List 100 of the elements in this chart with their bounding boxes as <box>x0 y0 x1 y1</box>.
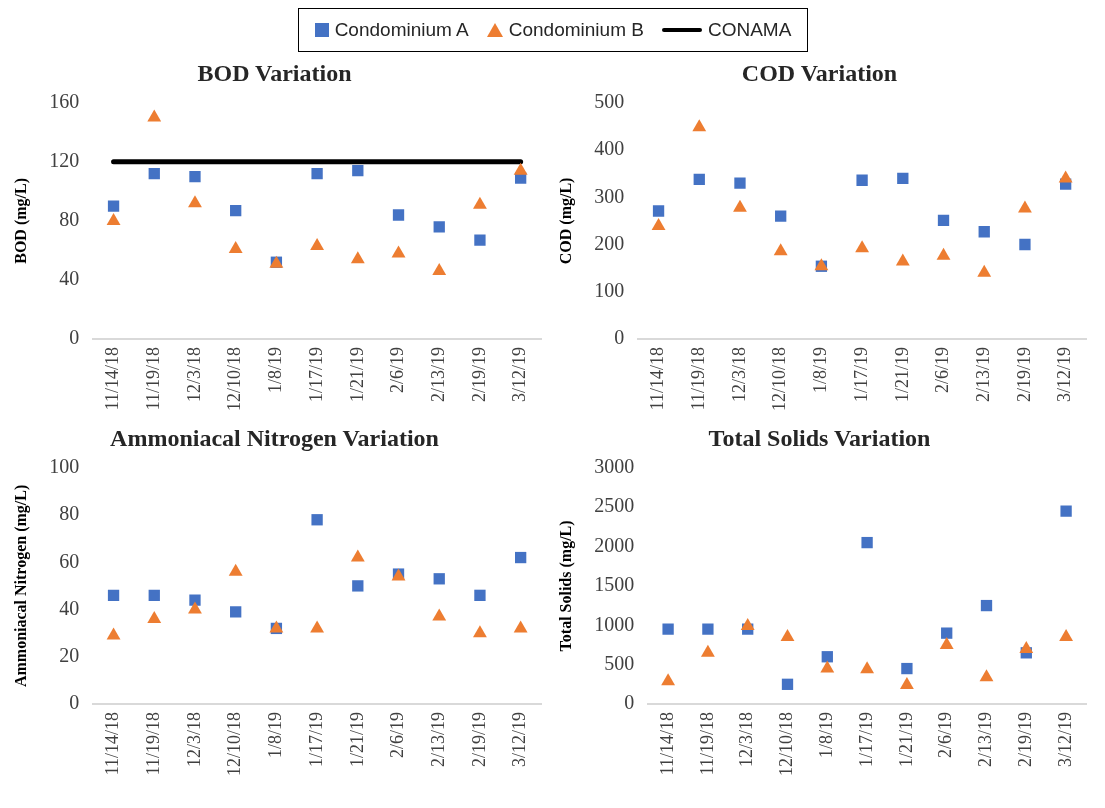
y-tick-label: 0 <box>614 326 625 349</box>
chart-title: Ammoniacal Nitrogen Variation <box>110 424 439 451</box>
point <box>473 625 487 638</box>
y-tick-label: 100 <box>594 279 625 302</box>
point <box>188 195 202 208</box>
y-tick-label: 40 <box>59 267 80 290</box>
y-tick-label: 1000 <box>594 612 635 635</box>
x-tick-label: 11/14/18 <box>102 347 123 411</box>
point <box>1019 640 1034 653</box>
point <box>310 620 325 633</box>
x-tick-label: 3/12/19 <box>509 712 530 768</box>
point <box>228 563 243 576</box>
point <box>937 214 950 227</box>
x-tick-label: 1/21/19 <box>895 712 916 768</box>
y-tick-label: 20 <box>59 644 80 667</box>
x-tick-label: 1/17/19 <box>305 347 326 403</box>
point <box>188 601 202 614</box>
point <box>941 627 953 639</box>
x-tick-label: 1/8/19 <box>265 712 286 759</box>
y-tick-label: 3000 <box>594 455 635 478</box>
x-tick-label: 12/10/18 <box>224 712 245 777</box>
point <box>107 200 120 212</box>
point <box>392 209 405 221</box>
y-axis-title: BOD (mg/L) <box>11 178 30 264</box>
point <box>651 218 666 231</box>
point <box>936 247 951 260</box>
y-tick-label: 200 <box>594 231 625 254</box>
point <box>1060 505 1072 517</box>
legend-label: CONAMA <box>707 19 792 41</box>
point <box>107 589 120 601</box>
chart-title: COD Variation <box>741 59 898 86</box>
point <box>432 263 447 276</box>
point <box>350 549 365 562</box>
point <box>897 172 909 185</box>
y-tick-label: 120 <box>49 149 80 172</box>
point <box>821 651 833 663</box>
x-tick-label: 12/3/18 <box>728 347 749 403</box>
x-tick-label: 12/10/18 <box>769 347 790 412</box>
point <box>106 212 121 225</box>
point <box>979 669 994 682</box>
point <box>513 620 528 633</box>
point <box>189 594 201 606</box>
point <box>939 636 954 649</box>
x-tick-label: 3/12/19 <box>1054 712 1075 768</box>
point <box>311 168 323 180</box>
x-tick-label: 11/19/18 <box>688 347 708 411</box>
point <box>860 661 875 674</box>
x-tick-label: 11/19/18 <box>696 712 717 776</box>
x-tick-label: 1/17/19 <box>305 712 326 768</box>
x-tick-label: 2/19/19 <box>1013 347 1034 403</box>
x-tick-label: 3/12/19 <box>1054 347 1075 403</box>
x-tick-label: 3/12/19 <box>509 347 530 403</box>
x-tick-label: 1/17/19 <box>855 712 876 768</box>
x-tick-label: 11/14/18 <box>647 347 668 411</box>
x-tick-label: 12/3/18 <box>183 347 204 403</box>
x-tick-label: 2/6/19 <box>387 347 408 394</box>
point <box>895 253 910 266</box>
point <box>432 608 447 621</box>
point <box>977 264 992 277</box>
point <box>899 677 914 690</box>
point <box>734 177 746 189</box>
point <box>474 234 486 246</box>
point <box>773 243 788 256</box>
point <box>661 673 676 686</box>
x-tick-label: 2/19/19 <box>468 712 489 768</box>
point <box>980 599 993 612</box>
x-tick-label: 2/19/19 <box>468 347 489 403</box>
point <box>1059 629 1074 642</box>
x-tick-label: 11/19/18 <box>143 712 163 776</box>
x-tick-label: 1/8/19 <box>265 347 286 394</box>
x-tick-label: 11/14/18 <box>656 712 677 776</box>
x-tick-label: 2/19/19 <box>1015 712 1036 768</box>
point <box>820 660 835 673</box>
point <box>861 536 873 549</box>
point <box>693 173 705 185</box>
point <box>106 627 121 640</box>
x-tick-label: 1/8/19 <box>810 347 831 394</box>
point <box>228 240 243 253</box>
y-tick-label: 40 <box>59 596 80 619</box>
y-tick-label: 300 <box>594 184 625 207</box>
point <box>310 238 325 250</box>
y-tick-label: 60 <box>59 549 80 572</box>
y-tick-label: 160 <box>49 90 80 113</box>
point <box>702 623 714 635</box>
x-tick-label: 1/21/19 <box>346 347 367 403</box>
point <box>352 580 364 592</box>
y-tick-label: 0 <box>69 691 80 714</box>
point <box>350 251 365 264</box>
point <box>780 629 795 642</box>
x-tick-label: 2/13/19 <box>427 712 448 768</box>
point <box>433 221 445 233</box>
x-tick-label: 12/3/18 <box>183 712 204 768</box>
x-tick-label: 2/13/19 <box>427 347 448 403</box>
y-tick-label: 0 <box>624 691 635 714</box>
point <box>433 573 445 585</box>
x-tick-label: 11/14/18 <box>102 712 123 776</box>
chart-title: Total Solids Variation <box>708 424 931 451</box>
y-axis-title: Total Solids (mg/L) <box>556 520 575 652</box>
y-tick-label: 400 <box>594 137 625 160</box>
point <box>652 205 665 217</box>
